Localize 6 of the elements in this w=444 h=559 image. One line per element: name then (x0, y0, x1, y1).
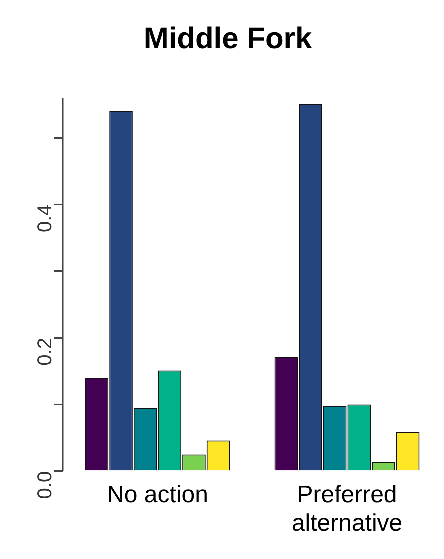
chart-title: Middle Fork (144, 22, 312, 56)
x-tick-label: Preferred alternative (292, 481, 403, 538)
y-tick-label: 0.4 (34, 204, 57, 232)
y-tick-label: 0.0 (34, 471, 57, 500)
x-tick-label: No action (107, 481, 208, 508)
y-tick-label: 0.2 (34, 338, 57, 366)
